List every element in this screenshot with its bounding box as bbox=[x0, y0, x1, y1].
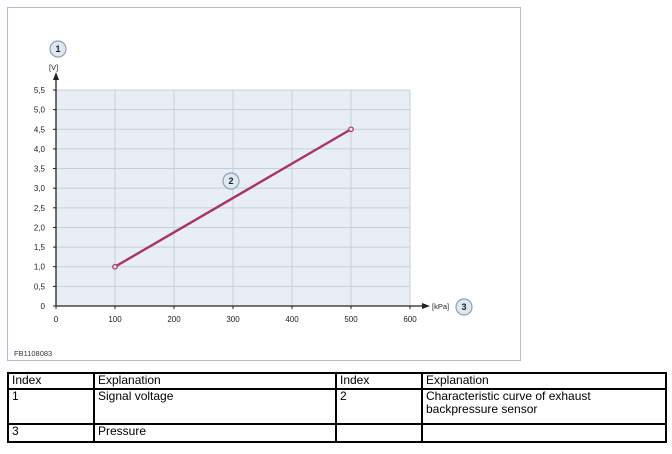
y-tick-label: 3,0 bbox=[34, 184, 46, 193]
legend-explanation: Pressure bbox=[93, 423, 337, 443]
y-tick-label: 2,0 bbox=[34, 223, 46, 232]
y-tick-label: 3,5 bbox=[34, 165, 46, 174]
y-tick-label: 0,5 bbox=[34, 282, 46, 291]
figure-panel: 0 100 200 300 400 500 600 0 0,5 1,0 1,5 2,0 2,5 3,0 3,… bbox=[7, 7, 521, 361]
legend-row: 3 Pressure bbox=[7, 423, 667, 443]
x-tick-label: 100 bbox=[108, 315, 122, 324]
callout-circle bbox=[222, 172, 240, 190]
data-point bbox=[348, 126, 354, 133]
characteristic-curve-chart: 0 100 200 300 400 500 600 0 0,5 1,0 1,5 2,0 2,5 3,0 3,… bbox=[14, 40, 473, 358]
y-tick-label: 1,0 bbox=[34, 263, 46, 272]
y-tick-label: 1,5 bbox=[34, 243, 46, 252]
legend-table: Index Explanation Index Explanation 1 Si… bbox=[7, 372, 667, 443]
x-tick-label: 600 bbox=[403, 315, 417, 324]
data-point bbox=[112, 263, 118, 270]
legend-header-row: Index Explanation Index Explanation bbox=[7, 372, 667, 390]
legend-index: 2 bbox=[335, 388, 423, 425]
figure-id: FB1108083 bbox=[14, 349, 52, 358]
header-index-2: Index bbox=[335, 372, 423, 390]
header-explanation-1: Explanation bbox=[93, 372, 337, 390]
y-axis-arrow bbox=[53, 72, 59, 80]
legend-explanation: Signal voltage bbox=[93, 388, 337, 425]
x-tick-label: 0 bbox=[54, 315, 59, 324]
callout-number: 2 bbox=[228, 176, 233, 186]
x-tick-label: 500 bbox=[344, 315, 358, 324]
legend-explanation: Characteristic curve of exhaust backpres… bbox=[421, 388, 667, 425]
callout-badge: 3 bbox=[455, 298, 473, 316]
y-tick-label: 4,0 bbox=[34, 145, 46, 154]
legend-explanation bbox=[421, 423, 667, 443]
header-index-1: Index bbox=[7, 372, 95, 390]
y-tick-label: 5,0 bbox=[34, 106, 46, 115]
callouts: 1 2 3 bbox=[49, 40, 473, 316]
callout-circle bbox=[455, 298, 473, 316]
callout-badge: 1 bbox=[49, 40, 67, 58]
tick-labels: 0 100 200 300 400 500 600 0 0,5 1,0 1,5 2,0 2,5 3,0 3,… bbox=[34, 86, 417, 324]
y-tick-label: 5,5 bbox=[34, 86, 46, 95]
legend-index: 1 bbox=[7, 388, 95, 425]
series bbox=[112, 126, 354, 270]
x-tick-label: 400 bbox=[285, 315, 299, 324]
legend-row: 1 Signal voltage 2 Characteristic curve … bbox=[7, 388, 667, 425]
x-tick-label: 200 bbox=[167, 315, 181, 324]
header-explanation-2: Explanation bbox=[421, 372, 667, 390]
characteristic-curve-line bbox=[114, 128, 352, 268]
y-tick-label: 4,5 bbox=[34, 125, 46, 134]
x-unit-label: [kPa] bbox=[432, 302, 449, 311]
x-axis-arrow bbox=[422, 303, 430, 309]
axes bbox=[53, 72, 430, 309]
y-unit-label: [V] bbox=[49, 63, 58, 72]
x-tick-label: 300 bbox=[226, 315, 240, 324]
y-tick-label: 2,5 bbox=[34, 204, 46, 213]
callout-number: 1 bbox=[55, 44, 60, 54]
callout-circle bbox=[49, 40, 67, 58]
legend-index bbox=[335, 423, 423, 443]
callout-badge: 2 bbox=[222, 172, 240, 190]
legend-index: 3 bbox=[7, 423, 95, 443]
y-tick-label: 0 bbox=[41, 302, 46, 311]
callout-number: 3 bbox=[461, 302, 466, 312]
